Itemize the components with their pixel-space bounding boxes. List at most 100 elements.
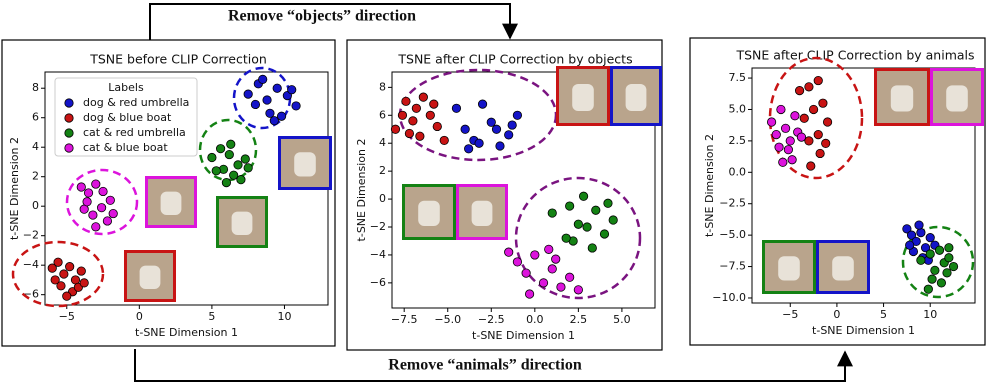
point <box>815 148 825 159</box>
point <box>236 175 246 185</box>
point <box>766 117 777 127</box>
cluster-outline <box>514 176 642 300</box>
chart-title: TSNE after CLIP Correction by animals <box>735 48 974 63</box>
y-tick-label: 0.0 <box>729 165 747 178</box>
point <box>547 208 557 218</box>
point <box>82 197 92 207</box>
point <box>390 124 401 134</box>
y-tick-label: −7.5 <box>719 260 746 273</box>
point <box>216 144 226 154</box>
image-detail <box>231 211 253 235</box>
point <box>221 178 232 188</box>
point <box>411 103 421 113</box>
point <box>243 163 253 173</box>
legend-marker <box>64 143 74 153</box>
point <box>547 264 557 274</box>
y-tick-label: −6 <box>23 288 39 301</box>
point <box>942 268 952 278</box>
x-tick-label: 0 <box>833 308 840 321</box>
x-axis-label: t-SNE Dimension 1 <box>812 324 915 337</box>
point <box>79 278 89 288</box>
point <box>925 249 935 259</box>
point <box>258 74 268 84</box>
point <box>573 285 583 295</box>
image-detail <box>946 85 968 112</box>
plot-frame <box>391 71 656 309</box>
point <box>578 191 589 201</box>
point <box>923 284 933 294</box>
point <box>53 257 63 267</box>
point <box>776 104 786 115</box>
legend-box <box>54 77 198 157</box>
image-detail <box>418 200 440 226</box>
image-detail <box>778 256 800 281</box>
point <box>460 124 470 134</box>
x-tick-label: −7.5 <box>391 313 418 326</box>
legend-marker <box>64 113 74 123</box>
point <box>265 108 275 118</box>
point <box>418 92 428 102</box>
point <box>429 99 439 109</box>
point <box>504 247 514 257</box>
x-tick-label: −5.0 <box>434 313 461 326</box>
point <box>464 144 474 154</box>
point <box>65 262 75 272</box>
point <box>771 130 781 140</box>
point <box>948 261 959 272</box>
point <box>105 195 115 205</box>
y-tick-label: −2.5 <box>719 197 746 210</box>
point <box>474 138 484 148</box>
point <box>930 265 940 275</box>
point <box>276 111 287 121</box>
point <box>916 228 926 238</box>
point <box>796 132 807 142</box>
x-tick-label: 2.5 <box>570 313 588 326</box>
point <box>272 83 282 93</box>
point <box>608 215 618 225</box>
image-detail <box>139 265 161 289</box>
point <box>477 99 488 109</box>
point <box>91 179 101 189</box>
point <box>451 103 462 113</box>
point <box>813 75 823 86</box>
point <box>415 131 425 141</box>
image-detail <box>832 256 854 281</box>
point <box>401 96 411 106</box>
point <box>925 233 935 243</box>
point <box>507 120 517 130</box>
point <box>785 136 795 146</box>
y-tick-label: −4 <box>370 248 386 261</box>
y-tick-label: −5.0 <box>719 228 746 241</box>
point <box>778 157 788 167</box>
y-axis-label: t-SNE Dimension 2 <box>703 134 716 237</box>
arrow-label: Remove “animals” direction <box>388 357 582 374</box>
image-detail <box>890 85 914 112</box>
image-detail <box>471 200 493 226</box>
point <box>91 222 101 232</box>
point <box>813 130 823 140</box>
point <box>97 203 107 213</box>
legend-label: dog & red umbrella <box>83 96 189 109</box>
point <box>906 230 917 240</box>
cluster-outline <box>11 240 105 308</box>
x-tick-label: 10 <box>277 310 291 323</box>
point <box>56 281 66 291</box>
point <box>226 139 236 149</box>
point <box>565 272 575 282</box>
point <box>774 142 784 152</box>
point <box>524 289 535 299</box>
point <box>530 250 540 260</box>
point <box>439 135 449 146</box>
point <box>404 128 415 139</box>
point <box>551 254 561 264</box>
point <box>504 130 514 140</box>
point <box>495 141 505 151</box>
image-detail <box>625 84 647 111</box>
legend-label: dog & blue boat <box>83 111 172 124</box>
legend-label: cat & blue boat <box>83 141 168 154</box>
point <box>397 110 408 120</box>
chart-title: TSNE after CLIP Correction by objects <box>397 52 632 67</box>
x-tick-label: 0.0 <box>526 313 544 326</box>
point <box>822 117 833 127</box>
point <box>556 282 566 292</box>
